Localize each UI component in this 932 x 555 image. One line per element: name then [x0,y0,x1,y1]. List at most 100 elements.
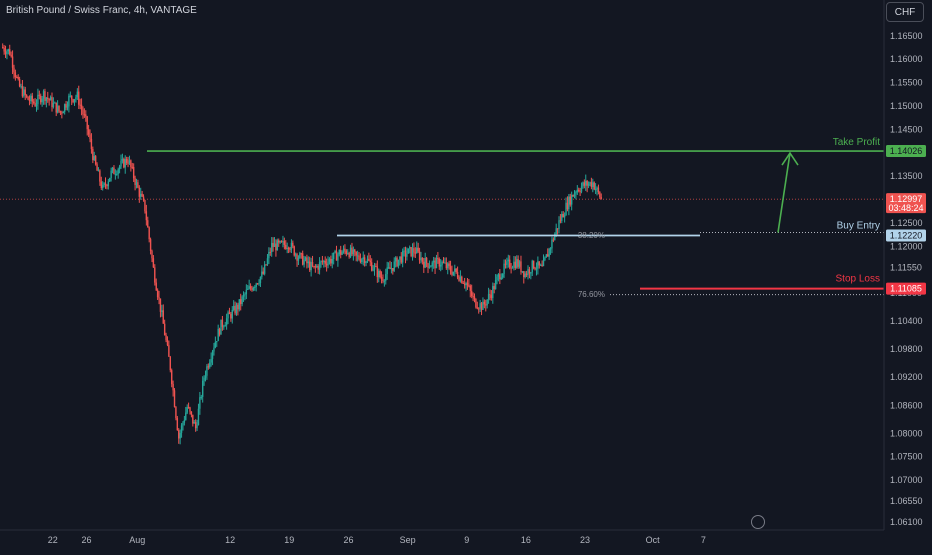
candle-body [87,129,90,135]
candle-body [340,249,342,255]
candle-body [223,326,225,328]
candle-body [134,178,136,185]
x-tick-label: 22 [48,535,58,545]
candle-body [211,351,214,359]
candle-body [456,272,459,278]
candle-body [330,258,332,264]
candle-body [244,294,246,296]
candle-body [206,366,208,376]
candle-body [538,261,540,266]
candle-body [507,259,509,262]
candle-body [316,266,318,268]
candle-body [506,261,508,265]
candle-body [66,106,69,108]
candle-body [169,356,171,371]
candle-body [475,298,477,308]
candle-body [447,263,449,269]
candle-body [34,102,36,107]
x-tick-label: 26 [343,535,353,545]
candle-body [118,166,121,170]
candle-body [520,261,522,272]
candle-body [78,91,80,105]
candle-body [158,297,160,299]
candle-body [579,191,581,193]
candle-body [286,247,288,249]
candle-body [238,299,241,310]
tradingview-logo-icon[interactable] [751,515,765,529]
candle-body [31,95,33,102]
candle-body [83,114,86,116]
candle-body [469,285,471,291]
candle-body [545,254,548,258]
candle-body [270,242,273,253]
take-profit-label: Take Profit [833,137,880,148]
candle-body [144,200,146,212]
candle-body [378,270,380,278]
candle-body [168,345,170,357]
candle-body [279,241,281,243]
y-tick-label: 1.14500 [890,124,923,134]
candle-body [2,47,4,49]
candle-body [399,256,401,260]
candle-body [194,422,197,429]
candle-body [266,258,269,265]
candle-body [435,257,438,269]
candle-body [320,261,322,263]
candle-body [20,86,22,88]
candle-body [582,182,584,187]
y-tick-label: 1.06550 [890,496,923,506]
candle-body [441,261,443,265]
candle-body [175,407,177,419]
candle-body [261,271,263,277]
buy-entry-price-tag [886,229,926,242]
y-tick-label: 1.07000 [890,475,923,485]
candle-body [130,160,132,167]
candle-body [372,269,374,271]
candle-body [473,296,476,299]
candle-body [362,257,364,260]
candle-body [283,241,286,245]
candle-body [156,290,159,298]
candle-body [470,290,473,297]
candle-body [254,286,256,288]
candle-body [165,335,167,341]
candle-body [396,257,398,267]
candle-body [96,164,98,171]
candle-body [193,422,195,424]
candle-body [182,422,184,426]
candle-body [65,104,67,108]
candle-body [272,242,274,247]
chart-title: British Pound / Swiss Franc, 4h, VANTAGE [6,5,197,16]
candle-body [218,328,221,335]
candle-body [268,251,270,259]
x-tick-label: Aug [129,535,145,545]
candle-body [401,250,404,263]
x-tick-label: 12 [225,535,235,545]
y-tick-label: 1.15000 [890,101,923,111]
candle-body [104,183,107,186]
candle-body [417,247,419,252]
candle-body [301,253,304,265]
candle-body [9,49,11,55]
candle-body [393,261,395,271]
y-tick-label: 1.09800 [890,344,923,354]
candle-body [192,414,194,424]
x-tick-label: 19 [284,535,294,545]
candle-body [445,262,448,269]
candle-body [68,95,70,107]
candle-body [513,261,515,268]
x-tick-label: 16 [521,535,531,545]
candle-body [483,301,486,305]
candle-body [534,268,536,270]
currency-button[interactable]: CHF [886,2,924,22]
candle-body [200,396,202,398]
candle-body [240,299,242,304]
candle-body [55,102,57,113]
candle-body [304,257,307,261]
candle-body [148,227,150,240]
candle-body [97,170,100,172]
candle-body [373,266,376,270]
candle-body [514,261,517,268]
